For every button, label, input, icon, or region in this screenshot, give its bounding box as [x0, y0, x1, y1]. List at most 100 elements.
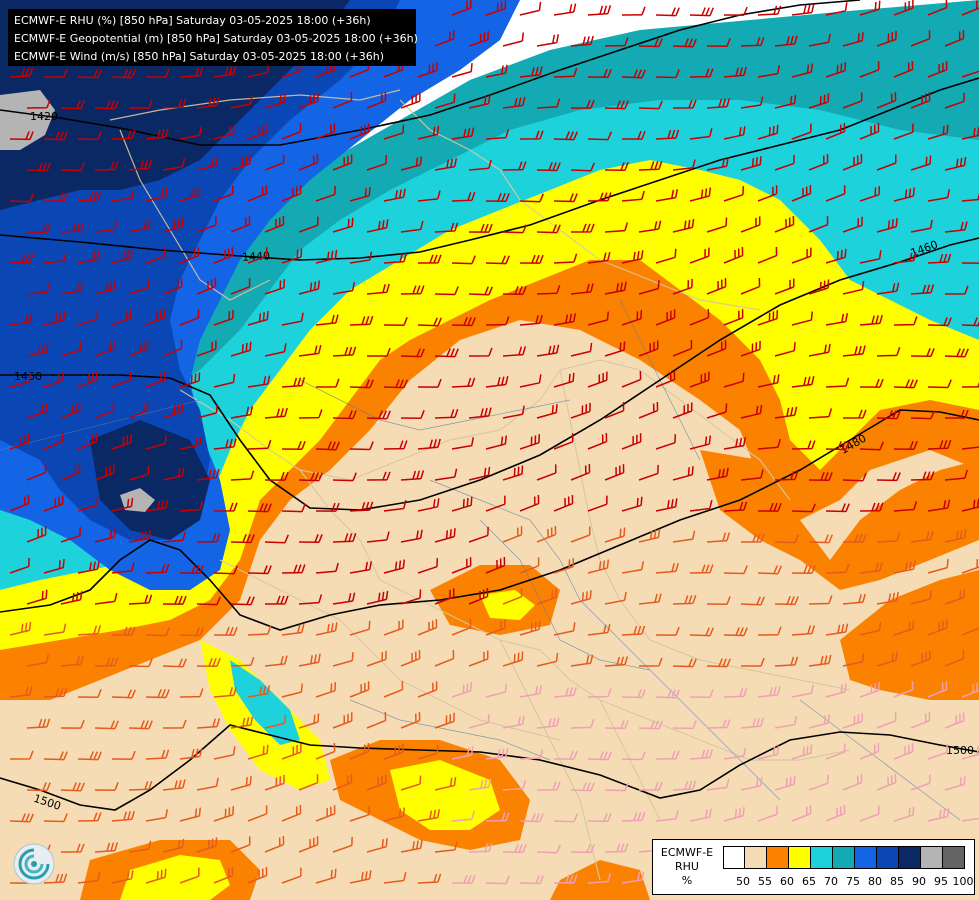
wind-barb [740, 596, 765, 606]
wind-barb [434, 286, 459, 296]
wind-barb [553, 253, 578, 264]
wind-barb [400, 529, 423, 543]
wind-barb [825, 377, 850, 388]
wind-barb [740, 277, 761, 295]
wind-barb [247, 685, 271, 698]
wind-barb [162, 658, 187, 668]
wind-barb [77, 250, 100, 264]
wind-barb [298, 836, 319, 853]
wind-barb [94, 592, 118, 605]
wind-barb [570, 99, 595, 109]
wind-barb [774, 278, 795, 295]
wind-barb [366, 347, 391, 357]
wind-barb [77, 433, 98, 450]
wind-barb [553, 750, 578, 760]
legend-swatch [855, 847, 877, 868]
title-line-geopotential: ECMWF-E Geopotential (m) [850 hPa] Satur… [14, 32, 418, 45]
wind-barb [638, 593, 662, 605]
wind-barb [570, 463, 591, 481]
wind-barb [145, 809, 169, 822]
wind-barb [60, 719, 85, 729]
wind-barb [638, 657, 663, 667]
wind-barb [655, 129, 680, 140]
wind-barb [893, 251, 917, 264]
wind-barb [281, 248, 303, 264]
rhu-band-60 [0, 230, 979, 700]
wind-barb [94, 657, 119, 667]
legend-variable: RHU [675, 860, 699, 873]
wind-barb [298, 344, 322, 357]
wind-barb [213, 373, 236, 388]
wind-barb [553, 495, 574, 512]
rhu-legend: ECMWF-E RHU % 50 55 60 65 70 75 80 85 90 95 100 [652, 839, 975, 895]
wind-barb [43, 371, 64, 388]
wind-barb [383, 619, 404, 636]
wind-barb [451, 437, 475, 450]
wind-barb [162, 531, 186, 543]
wind-barb [230, 470, 255, 481]
wind-barb [451, 619, 472, 636]
wind-barb [332, 410, 357, 420]
wind-barb [536, 404, 558, 419]
wind-barb [757, 374, 780, 388]
wind-barb [859, 61, 880, 78]
wind-barb [213, 565, 238, 575]
wind-barb [944, 348, 969, 358]
wind-barb [366, 219, 389, 233]
wind-barb [553, 433, 574, 450]
wind-barb [383, 317, 408, 327]
wind-barb [315, 743, 336, 760]
wind-barb [60, 843, 85, 853]
wind-barb [927, 124, 949, 140]
wind-barb [145, 371, 166, 388]
wind-barb [366, 410, 391, 420]
wind-barb [468, 223, 493, 233]
wind-barb [570, 718, 595, 729]
wind-barb [604, 464, 625, 481]
wind-barb [757, 805, 778, 822]
wind-barb [230, 716, 254, 729]
wind-barb [604, 402, 625, 419]
wind-barb [145, 499, 169, 512]
wind-barb [927, 499, 951, 512]
wind-barb [264, 343, 287, 357]
country-borders [109, 89, 851, 881]
wind-barb [927, 379, 952, 389]
wind-barb [638, 781, 663, 791]
wind-barb [247, 625, 272, 636]
wind-barb [383, 871, 407, 884]
wind-barb [825, 185, 846, 202]
wind-barb [315, 122, 336, 140]
wind-barb [383, 680, 404, 698]
wind-barb [264, 714, 287, 729]
wind-barb [859, 314, 883, 326]
wind-barb [791, 123, 812, 140]
wind-barb [910, 590, 932, 605]
wind-barb [876, 346, 901, 357]
wind-barb [876, 282, 900, 295]
wind-barb [179, 436, 202, 450]
wind-barb [400, 650, 421, 667]
wind-barb [927, 619, 948, 636]
wind-barb [60, 100, 85, 110]
wind-barb [468, 407, 492, 419]
legend-swatch [833, 847, 855, 868]
wind-barb [689, 247, 710, 264]
wind-barb [536, 717, 560, 729]
wind-barb [638, 280, 660, 295]
rhu-patch-sw-inner [120, 855, 230, 900]
wind-barb [417, 681, 438, 698]
wind-barb [281, 503, 306, 513]
wind-barb [502, 346, 527, 357]
wind-barb [791, 744, 813, 760]
wind-barb [213, 502, 238, 512]
wind-barb [417, 873, 442, 884]
wind-barb [604, 591, 627, 605]
wind-barb [876, 154, 897, 171]
wind-barb [825, 313, 849, 326]
wind-barb [400, 839, 423, 853]
wind-barb [451, 874, 476, 884]
ecmwf-logo-icon [13, 843, 55, 885]
wind-barb [655, 69, 680, 79]
wind-barb [740, 469, 764, 481]
